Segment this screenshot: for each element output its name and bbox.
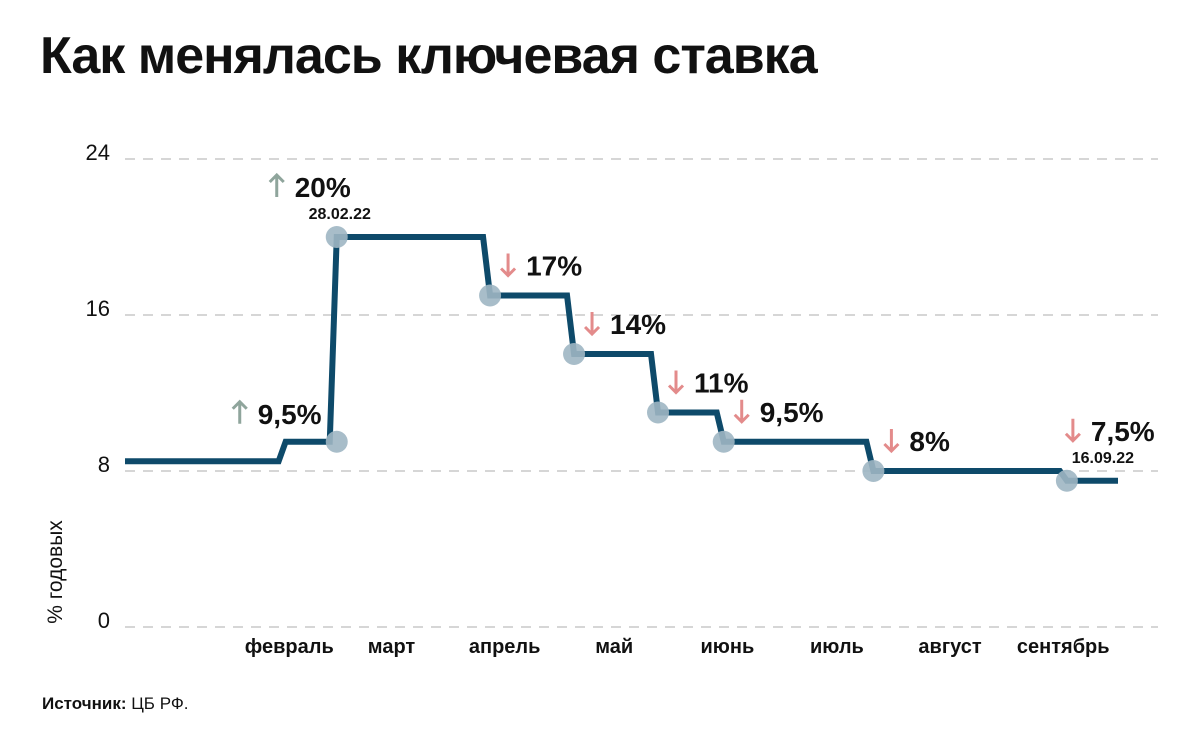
- rate-annotation: 17%: [500, 251, 582, 282]
- rate-change-marker: [325, 226, 348, 248]
- rate-annotation: 9,5%: [231, 399, 322, 430]
- arrow-down-icon: [883, 429, 900, 454]
- rate-annotation-label: 14%: [610, 309, 666, 340]
- chart-title: Как менялась ключевая ставка: [40, 27, 818, 85]
- grid-layer: 0 8 16 24: [86, 140, 1158, 633]
- x-month-label: сентябрь: [1017, 636, 1110, 658]
- rate-annotation-label: 7,5%: [1091, 416, 1155, 447]
- source-note: Источник: ЦБ РФ.: [42, 694, 189, 714]
- rate-annotation-label: 8%: [909, 426, 950, 457]
- rate-annotation-label: 17%: [526, 251, 582, 282]
- source-value: ЦБ РФ.: [131, 694, 189, 713]
- rate-annotation-label: 9,5%: [760, 397, 824, 428]
- rate-change-marker: [1055, 469, 1078, 492]
- month-layer: февраль март апрель май июнь июль август сентяб…: [245, 636, 1110, 658]
- arrow-up-icon: [268, 172, 285, 197]
- rate-change-marker: [862, 460, 885, 482]
- y-tick-label: 24: [86, 140, 110, 165]
- rate-annotation: 14%: [583, 309, 666, 340]
- source-label: Источник:: [42, 694, 127, 713]
- arrow-down-icon: [1064, 418, 1081, 443]
- rate-change-marker: [563, 343, 586, 365]
- rate-annotation: 11%: [667, 368, 749, 399]
- rate-annotation-label: 9,5%: [258, 399, 322, 430]
- y-tick-label: 8: [98, 452, 110, 477]
- rate-line: [125, 234, 1118, 484]
- x-month-label: март: [368, 636, 416, 658]
- rate-annotation-label: 20%: [295, 172, 351, 203]
- rate-change-marker: [479, 284, 502, 307]
- marker-layer: [325, 226, 1078, 492]
- x-month-label: апрель: [469, 636, 541, 658]
- x-month-label: июнь: [700, 636, 754, 658]
- rate-annotation: 8%: [883, 426, 950, 457]
- x-month-label: август: [918, 636, 981, 658]
- y-axis-label: % годовых: [44, 520, 67, 624]
- rate-annotation-date: 16.09.22: [1072, 450, 1134, 467]
- arrow-down-icon: [667, 370, 685, 395]
- rate-annotation: 20% 28.02.22: [268, 172, 371, 223]
- rate-annotation: 7,5% 16.09.22: [1064, 416, 1155, 467]
- arrow-down-icon: [500, 253, 517, 278]
- arrow-down-icon: [733, 399, 750, 424]
- rate-annotation-label: 11%: [694, 368, 749, 399]
- rate-change-marker: [647, 401, 670, 424]
- rate-annotation: 9,5%: [733, 397, 824, 428]
- arrow-up-icon: [231, 399, 248, 424]
- line-layer: [125, 234, 1118, 484]
- x-month-label: июль: [810, 636, 864, 658]
- annotation-layer: 9,5% 20% 28.02.22 17% 14% 11% 9,5% 8% 7,5% 16.09.…: [231, 172, 1155, 467]
- x-month-label: май: [595, 636, 633, 658]
- y-tick-label: 0: [98, 608, 110, 633]
- rate-change-marker: [325, 430, 348, 453]
- y-tick-label: 16: [86, 296, 110, 321]
- arrow-down-icon: [583, 312, 601, 337]
- rate-annotation-date: 28.02.22: [309, 206, 371, 223]
- x-month-label: февраль: [245, 636, 334, 658]
- rate-change-marker: [712, 430, 735, 453]
